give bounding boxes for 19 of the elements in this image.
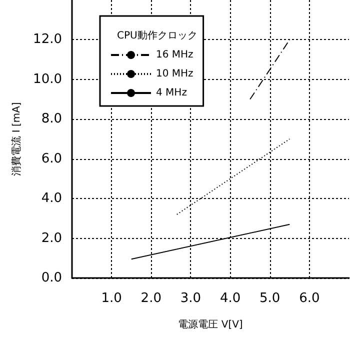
x-axis-title: 電源電圧 V[V] (178, 318, 243, 330)
x-tick-label: 5.0 (260, 291, 280, 306)
legend-label: 16 MHz (156, 50, 194, 60)
legend-label: 4 MHz (156, 88, 187, 98)
x-tick-label: 6.0 (299, 291, 320, 306)
y-tick-label: 0.0 (41, 270, 62, 286)
y-tick-label: 6.0 (41, 151, 62, 166)
x-tick-label: 4.0 (220, 291, 241, 306)
y-tick-label: 10.0 (33, 72, 62, 87)
y-tick-label: 2.0 (41, 230, 62, 246)
y-axis-title: 消費電流 I [mA] (10, 102, 23, 176)
legend-label: 10 MHz (156, 68, 194, 80)
x-tick-label: 3.0 (180, 291, 202, 306)
x-tick-label: 1.0 (101, 291, 122, 306)
y-tick-label: 8.0 (41, 112, 62, 127)
y-tick-label: 12.0 (33, 32, 62, 48)
y-tick-label: 4.0 (41, 191, 62, 206)
x-tick-label: 2.0 (140, 291, 162, 306)
legend-title: CPU動作クロック (117, 30, 198, 42)
